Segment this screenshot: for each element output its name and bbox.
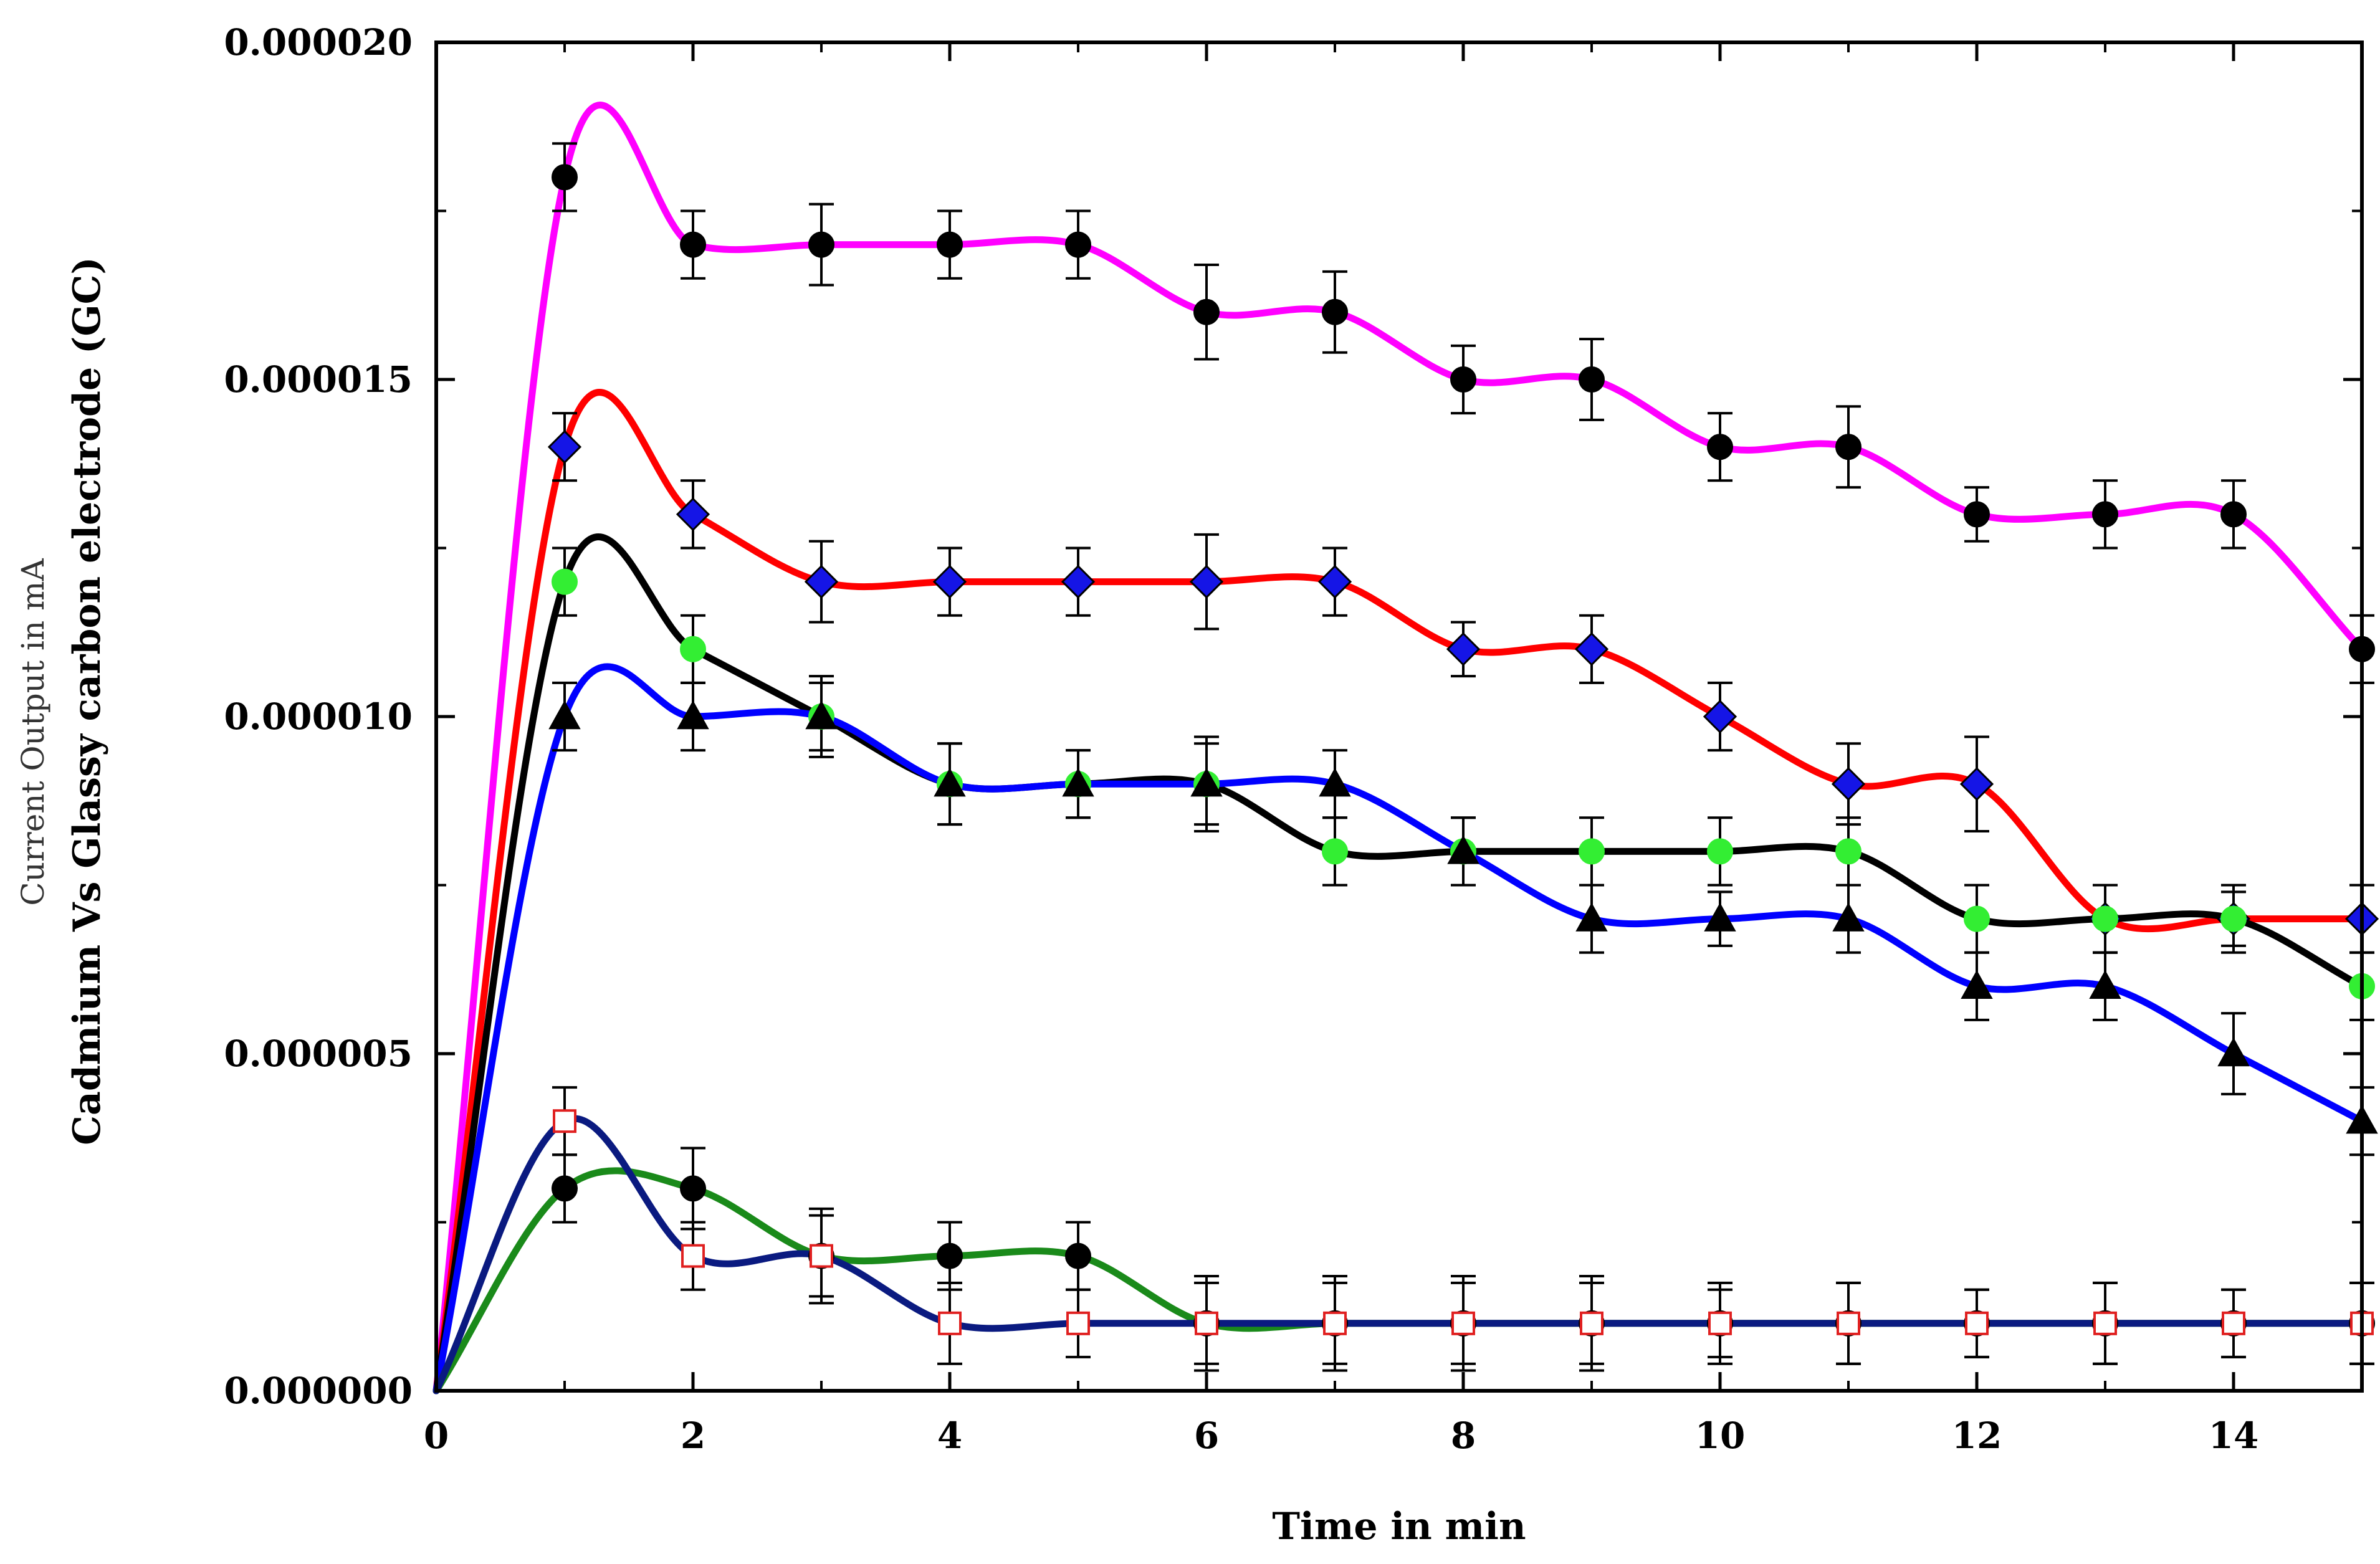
marker-black (1322, 838, 1348, 865)
axis-ticks: 0 2 4 6 8 10 12 14 0.000000 0.000005 0.000010 0.000… (224, 21, 2362, 1457)
marker-navy (810, 1244, 833, 1268)
data-markers (547, 164, 2379, 1337)
marker-blue (1961, 970, 1993, 999)
marker-navy (1580, 1311, 1603, 1335)
marker-red (1703, 699, 1737, 734)
marker-red (1061, 565, 1096, 599)
marker-red (547, 430, 582, 464)
marker-blue (2089, 970, 2121, 999)
marker-red (676, 497, 710, 532)
marker-blue (1704, 902, 1736, 932)
y-tick-label: 0.000005 (224, 1032, 413, 1075)
x-tick-label: 6 (1194, 1414, 1219, 1457)
marker-blue (934, 768, 966, 797)
marker-blue (2217, 1037, 2250, 1067)
marker-blue (1447, 835, 1479, 864)
marker-blue (1190, 768, 1223, 797)
marker-red (1317, 565, 1352, 599)
marker-red (1446, 632, 1481, 666)
error-bars (552, 142, 2374, 1372)
marker-black (1707, 838, 1733, 865)
marker-red (1574, 632, 1609, 666)
marker-red (932, 565, 967, 599)
y-axis-title-line1: Current Output in mA (15, 558, 51, 906)
marker-navy (553, 1109, 576, 1133)
marker-black (680, 636, 706, 662)
marker-navy (1195, 1311, 1218, 1335)
marker-navy (2222, 1311, 2245, 1335)
marker-magenta (1579, 366, 1605, 393)
marker-magenta (2220, 501, 2247, 528)
marker-magenta (552, 164, 578, 191)
marker-green (680, 1175, 706, 1202)
marker-green (552, 1175, 578, 1202)
marker-blue (805, 700, 838, 730)
y-axis-title-line2: Cadmium Vs Glassy carbon electrode (GC) (65, 257, 109, 1145)
marker-blue (1319, 768, 1351, 797)
marker-blue (1575, 902, 1608, 932)
marker-green (937, 1242, 963, 1269)
marker-navy (1708, 1311, 1732, 1335)
y-tick-label: 0.000015 (224, 358, 413, 401)
marker-black (1579, 838, 1605, 865)
marker-black (1835, 838, 1861, 865)
x-tick-label: 0 (424, 1414, 449, 1457)
series-line-black (433, 533, 2366, 1395)
marker-green (1065, 1242, 1091, 1269)
x-tick-label: 12 (1952, 1414, 2002, 1457)
marker-red (1959, 767, 1994, 801)
marker-navy (1837, 1311, 1860, 1335)
marker-navy (681, 1244, 705, 1268)
marker-red (1189, 565, 1224, 599)
marker-magenta (1322, 298, 1348, 325)
marker-blue (1062, 768, 1094, 797)
x-tick-label: 4 (937, 1414, 962, 1457)
marker-black (552, 568, 578, 595)
marker-magenta (808, 231, 834, 258)
marker-navy (1965, 1311, 1989, 1335)
marker-navy (1451, 1311, 1475, 1335)
y-tick-label: 0.000000 (224, 1370, 413, 1412)
x-tick-label: 2 (681, 1414, 705, 1457)
x-axis-title: Time in min (1272, 1505, 1526, 1548)
marker-magenta (937, 231, 963, 258)
marker-navy (1323, 1311, 1347, 1335)
y-tick-label: 0.000020 (224, 21, 413, 64)
marker-navy (1066, 1311, 1090, 1335)
series-line-red (433, 389, 2366, 1395)
x-tick-label: 8 (1451, 1414, 1476, 1457)
marker-magenta (680, 231, 706, 258)
marker-red (1831, 767, 1866, 801)
marker-black (1964, 905, 1990, 932)
marker-magenta (1193, 298, 1220, 325)
marker-black (2092, 905, 2118, 932)
marker-blue (548, 700, 581, 730)
series-line-blue (433, 663, 2366, 1395)
marker-magenta (1707, 434, 1733, 460)
marker-magenta (1964, 501, 1990, 528)
x-tick-label: 10 (1695, 1414, 1746, 1457)
marker-magenta (1835, 434, 1861, 460)
marker-magenta (1065, 231, 1091, 258)
marker-red (804, 565, 839, 599)
marker-magenta (1450, 366, 1476, 393)
y-tick-label: 0.000010 (224, 695, 413, 738)
marker-magenta (2092, 501, 2118, 528)
marker-blue (677, 700, 709, 730)
marker-black (2220, 905, 2247, 932)
series-curves (433, 102, 2366, 1395)
x-tick-label: 14 (2209, 1414, 2259, 1457)
marker-navy (938, 1311, 962, 1335)
series-line-green (433, 1167, 2366, 1395)
series-line-magenta (433, 102, 2366, 1395)
series-line-navy (433, 1115, 2366, 1395)
marker-navy (2093, 1311, 2117, 1335)
marker-blue (1832, 902, 1865, 932)
